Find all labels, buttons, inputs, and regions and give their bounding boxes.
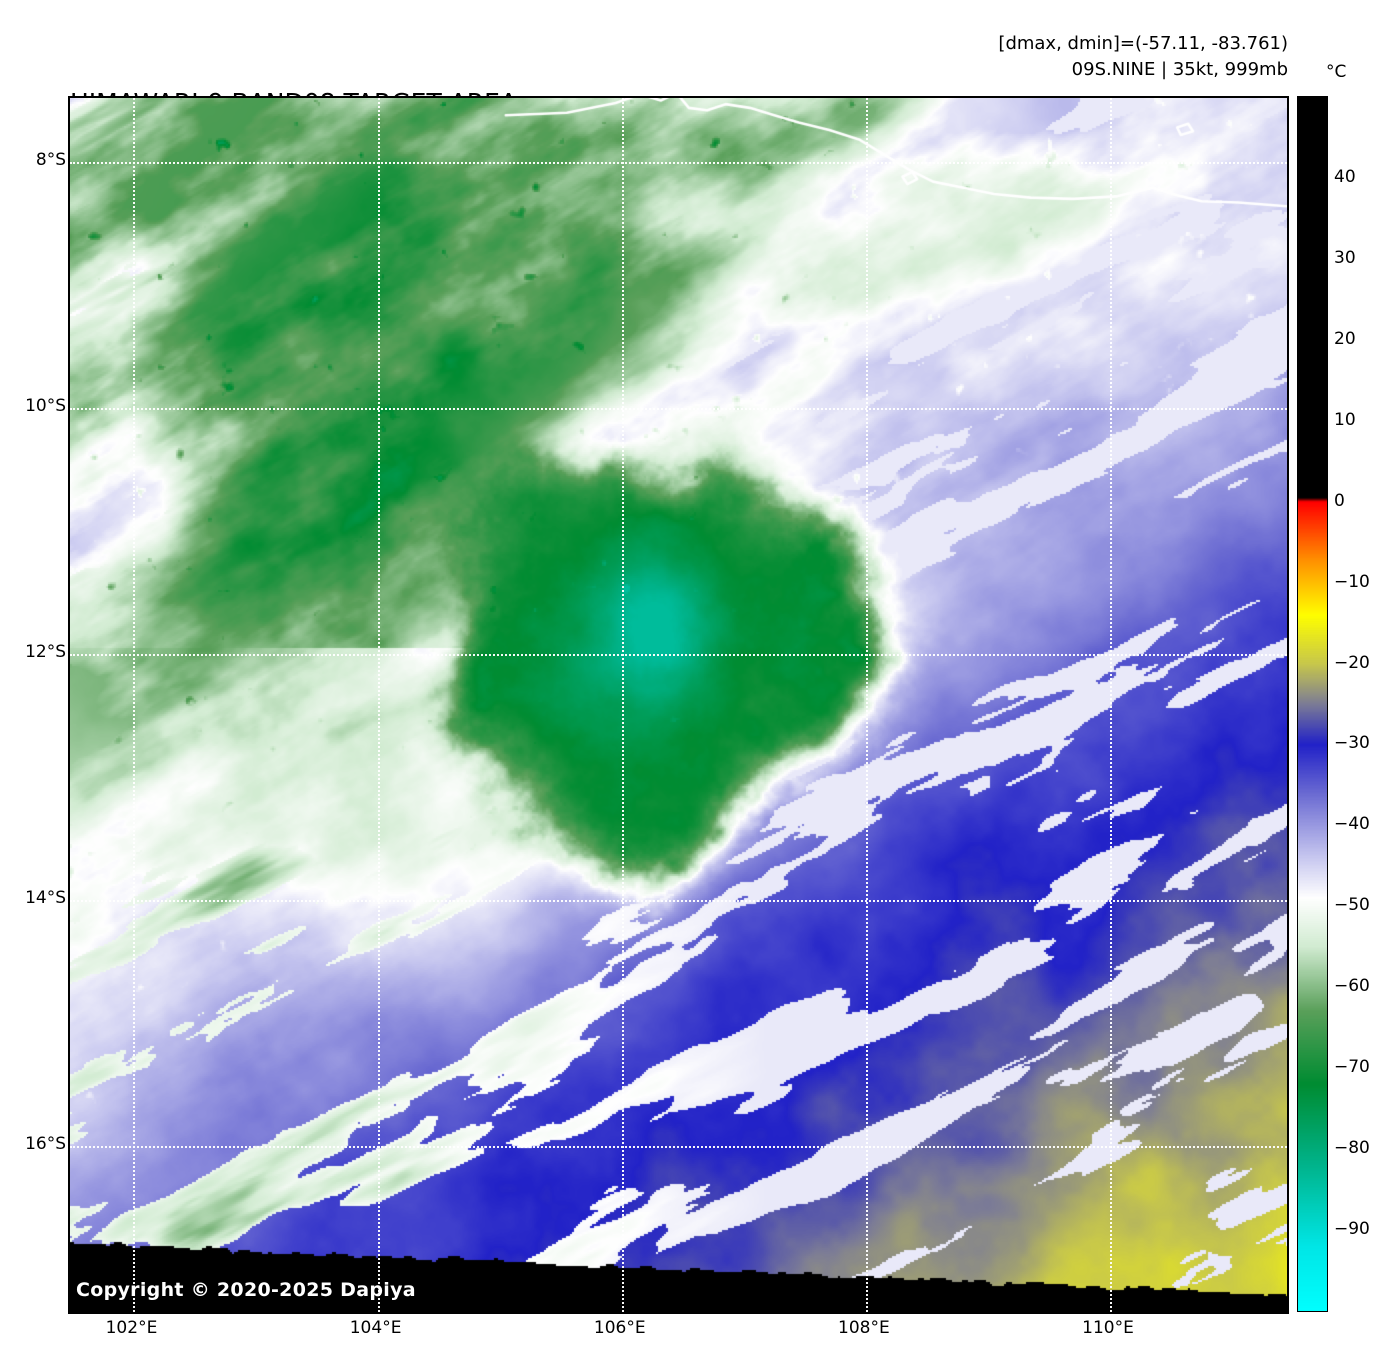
y-axis-tick-label: 14°S [25, 887, 66, 908]
colorbar-tick-label: −80 [1334, 1138, 1370, 1159]
colorbar-tick-label: −70 [1334, 1057, 1370, 1078]
colorbar-unit-label: °C [1326, 62, 1347, 82]
y-axis-tick-label: 12°S [25, 641, 66, 662]
colorbar-tick-label: 40 [1334, 166, 1356, 187]
colorbar-tick-label: 10 [1334, 409, 1356, 430]
y-axis-tick-label: 16°S [25, 1133, 66, 1154]
colorbar-tick-label: −90 [1334, 1219, 1370, 1240]
storm-info-label: 09S.NINE | 35kt, 999mb [1071, 59, 1288, 80]
infrared-brightness-temperature-raster [70, 98, 1287, 1312]
colorbar-tick-label: 20 [1334, 328, 1356, 349]
colorbar-tick-label: −30 [1334, 733, 1370, 754]
data-range-label: [dmax, dmin]=(-57.11, -83.761) [998, 33, 1288, 54]
x-axis-tick-label: 102°E [105, 1318, 158, 1338]
colorbar-tick-label: −60 [1334, 976, 1370, 997]
x-axis-tick-label: 106°E [593, 1318, 646, 1338]
satellite-image-plot[interactable] [68, 96, 1289, 1314]
x-axis-tick-label: 108°E [838, 1318, 890, 1338]
colorbar-tick-label: −10 [1334, 571, 1370, 592]
x-axis-tick-label: 104°E [349, 1318, 402, 1338]
metadata-block: [dmax, dmin]=(-57.11, -83.761) 09S.NINE … [998, 31, 1288, 83]
y-axis-tick-label: 8°S [35, 149, 66, 170]
copyright-label: Copyright © 2020-2025 Dapiya [76, 1279, 416, 1301]
colorbar-tick-label: 30 [1334, 247, 1356, 268]
x-axis-tick-label: 110°E [1082, 1318, 1134, 1338]
colorbar-tick-label: −20 [1334, 652, 1370, 673]
colorbar-gradient [1298, 97, 1327, 1311]
y-axis-tick-label: 10°S [25, 395, 66, 416]
colorbar-tick-label: 0 [1334, 490, 1345, 511]
colorbar-tick-label: −50 [1334, 895, 1370, 916]
colorbar-tick-label: −40 [1334, 814, 1370, 835]
temperature-colorbar[interactable] [1297, 96, 1328, 1312]
